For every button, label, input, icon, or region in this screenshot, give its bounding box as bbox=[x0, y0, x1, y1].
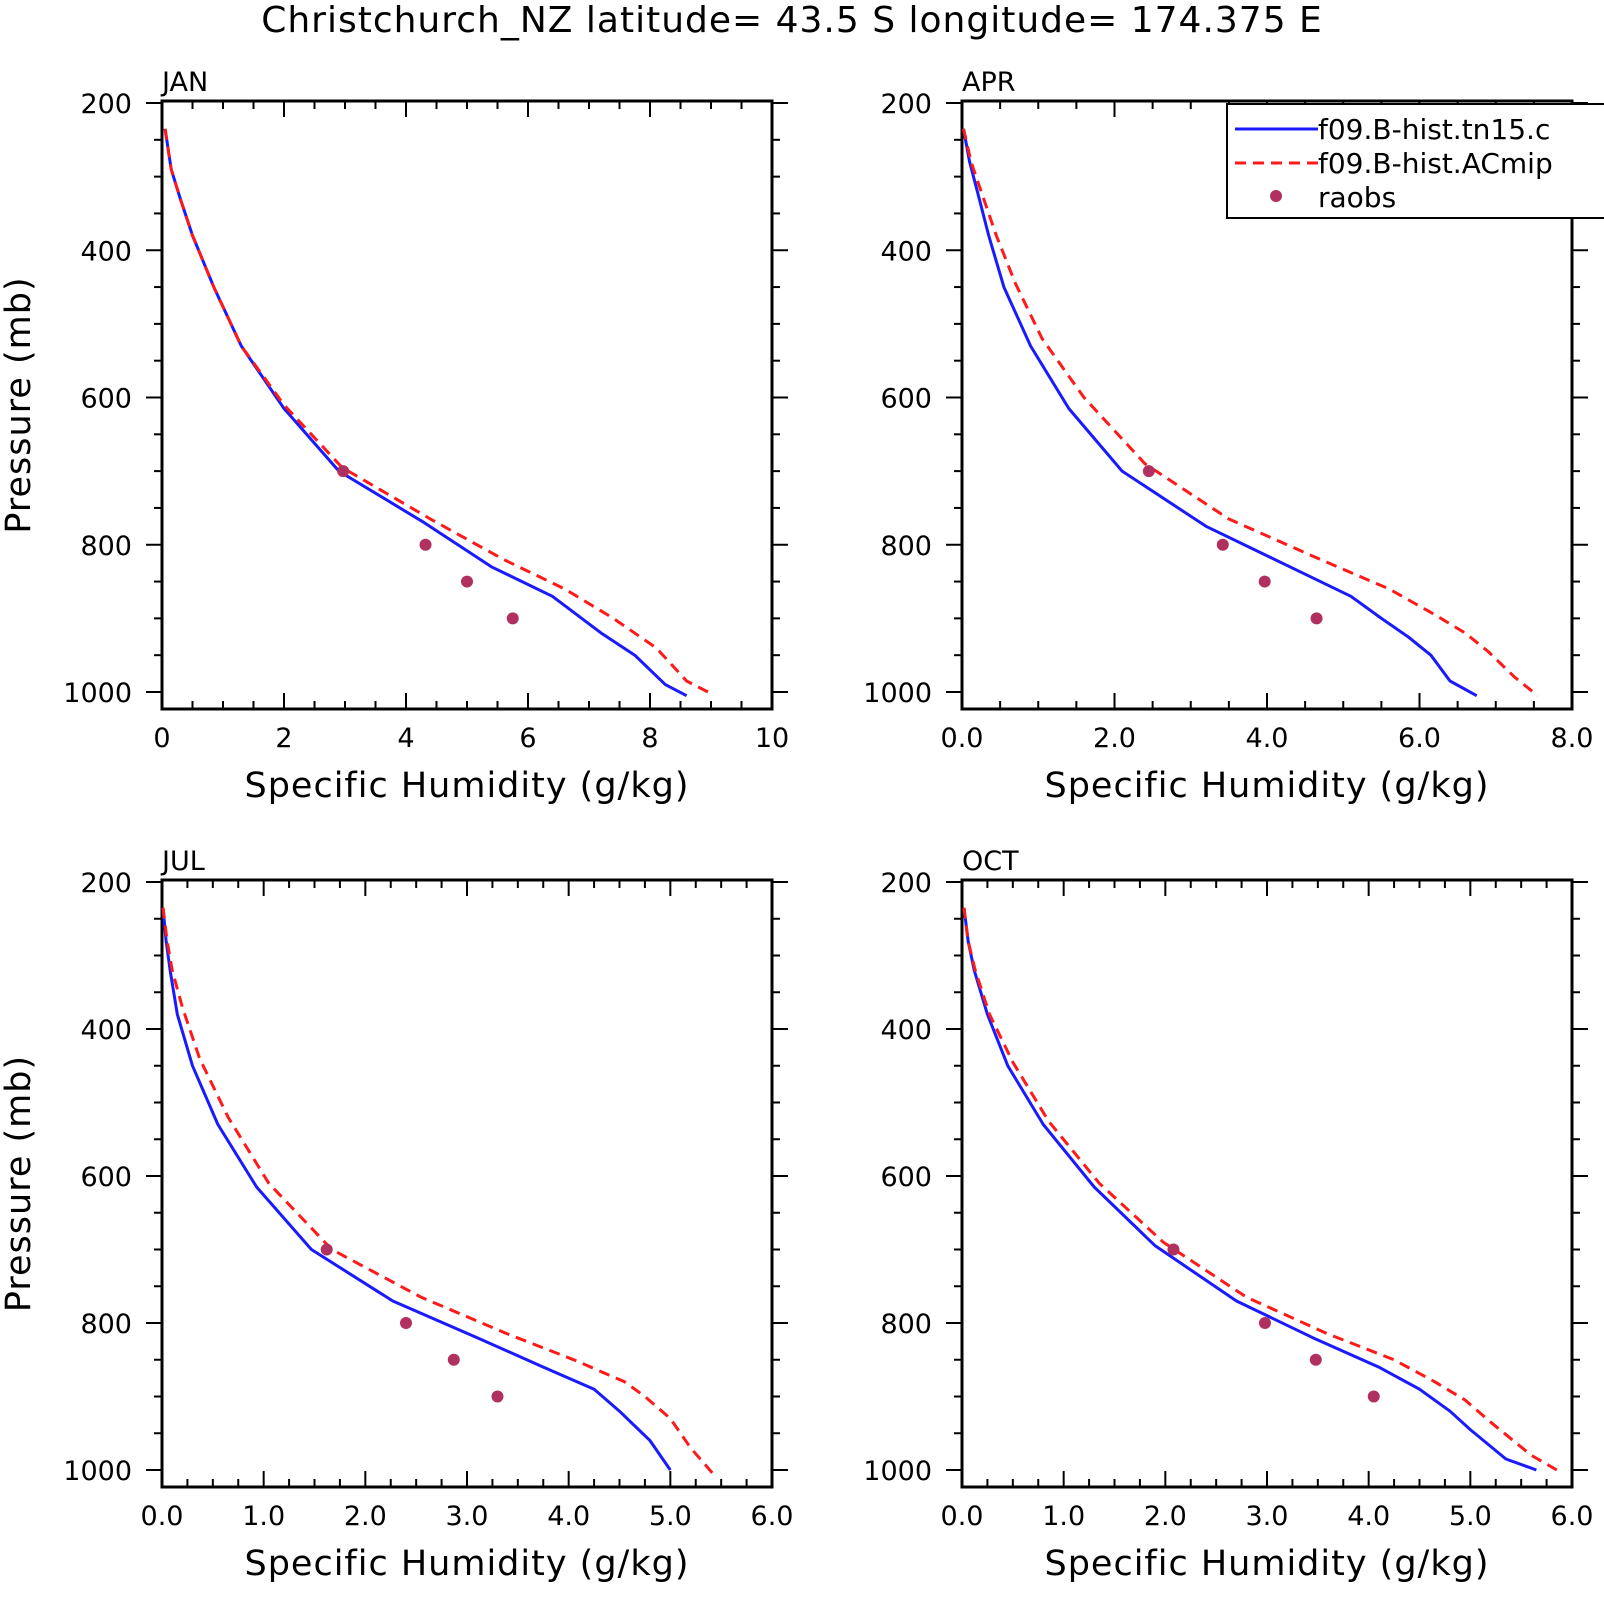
obs-point bbox=[419, 538, 432, 551]
x-tick-label: 4 bbox=[397, 723, 414, 754]
y-tick-label: 200 bbox=[880, 868, 932, 899]
obs-point bbox=[461, 575, 473, 588]
x-tick-label: 0 bbox=[153, 723, 170, 754]
x-axis-title: Specific Humidity (g/kg) bbox=[245, 766, 690, 806]
y-axis-title: Pressure (mb) bbox=[0, 276, 39, 533]
y-tick-label: 400 bbox=[80, 236, 132, 267]
panel-label-jul: JUL bbox=[160, 846, 205, 877]
legend-label-model2: f09.B-hist.ACmip bbox=[1318, 147, 1553, 180]
series-line-model1 bbox=[161, 907, 672, 1471]
y-tick-label: 1000 bbox=[863, 678, 932, 709]
x-axis-title: Specific Humidity (g/kg) bbox=[245, 1544, 690, 1584]
x-tick-label: 6.0 bbox=[1398, 723, 1441, 754]
x-tick-label: 6 bbox=[519, 723, 536, 754]
obs-point bbox=[1142, 465, 1155, 478]
x-tick-label: 2.0 bbox=[1093, 723, 1136, 754]
x-tick-label: 0.0 bbox=[941, 723, 984, 754]
panel-jul: JUL 0.0 1.0 2.0 3.0 4.0 5.0 6.0 200 400 600 800 1000… bbox=[0, 846, 793, 1584]
x-tick-label: 4.0 bbox=[1347, 1501, 1390, 1532]
y-tick-label: 1000 bbox=[63, 1456, 132, 1487]
legend-label-model1: f09.B-hist.tn15.c bbox=[1318, 113, 1550, 146]
obs-point bbox=[1310, 612, 1323, 625]
y-axis-title: Pressure (mb) bbox=[0, 1055, 39, 1312]
panel-label-apr: APR bbox=[962, 67, 1016, 98]
obs-point bbox=[1367, 1390, 1380, 1403]
y-tick-label: 1000 bbox=[63, 678, 132, 709]
x-tick-label: 4.0 bbox=[1246, 723, 1289, 754]
x-tick-label: 6.0 bbox=[751, 1501, 794, 1532]
plot-frame-jan bbox=[160, 99, 774, 711]
x-tick-label: 3.0 bbox=[1246, 1501, 1289, 1532]
x-tick-label: 2.0 bbox=[344, 1501, 387, 1532]
series-line-model2 bbox=[163, 128, 709, 694]
x-tick-label: 0.0 bbox=[141, 1501, 184, 1532]
y-tick-label: 200 bbox=[80, 868, 132, 899]
x-tick-label: 8.0 bbox=[1551, 723, 1594, 754]
series-line-model1 bbox=[962, 907, 1537, 1472]
x-tick-label: 6.0 bbox=[1551, 1501, 1594, 1532]
x-tick-label: 3.0 bbox=[446, 1501, 489, 1532]
x-axis-title: Specific Humidity (g/kg) bbox=[1045, 1544, 1490, 1584]
panel-label-oct: OCT bbox=[962, 846, 1019, 877]
plot-frame-oct bbox=[960, 878, 1574, 1489]
y-tick-label: 600 bbox=[880, 1162, 932, 1193]
y-tick-label: 200 bbox=[880, 89, 932, 120]
series-line-model1 bbox=[962, 128, 1478, 698]
obs-point bbox=[320, 1243, 333, 1256]
y-tick-label: 600 bbox=[80, 384, 132, 415]
x-tick-label: 2.0 bbox=[1144, 1501, 1187, 1532]
x-tick-label: 1.0 bbox=[1042, 1501, 1085, 1532]
y-tick-label: 800 bbox=[80, 1309, 132, 1340]
legend-swatch-dot bbox=[1270, 190, 1282, 202]
series-line-model1 bbox=[163, 128, 688, 698]
panel-oct: OCT 0.0 1.0 2.0 3.0 4.0 5.0 6.0 200 400 600 800 1000… bbox=[863, 846, 1593, 1584]
panel-jan: JAN 0 2 4 6 8 10 200 400 600 800 1000 Specific Humid… bbox=[0, 67, 789, 806]
obs-point bbox=[1258, 1317, 1271, 1329]
x-tick-label: 1.0 bbox=[242, 1501, 285, 1532]
legend: f09.B-hist.tn15.c f09.B-hist.ACmip raobs bbox=[1226, 103, 1604, 219]
legend-label-obs: raobs bbox=[1318, 181, 1396, 214]
obs-point bbox=[1216, 538, 1229, 551]
y-tick-label: 400 bbox=[880, 236, 932, 267]
x-axis-title: Specific Humidity (g/kg) bbox=[1045, 766, 1490, 806]
obs-point bbox=[1309, 1353, 1322, 1366]
obs-point bbox=[447, 1353, 460, 1366]
y-tick-label: 800 bbox=[80, 531, 132, 562]
x-tick-label: 4.0 bbox=[547, 1501, 590, 1532]
obs-point bbox=[506, 612, 519, 625]
obs-point bbox=[400, 1317, 412, 1329]
y-tick-label: 600 bbox=[80, 1162, 132, 1193]
series-line-model2 bbox=[962, 907, 1558, 1472]
x-tick-label: 5.0 bbox=[1449, 1501, 1492, 1532]
x-tick-label: 2 bbox=[275, 723, 292, 754]
x-tick-label: 5.0 bbox=[649, 1501, 692, 1532]
y-tick-label: 1000 bbox=[863, 1456, 932, 1487]
y-tick-label: 400 bbox=[880, 1015, 932, 1046]
figure-title: Christchurch_NZ latitude= 43.5 S longitu… bbox=[261, 0, 1323, 41]
series-line-model2 bbox=[962, 128, 1539, 697]
panel-label-jan: JAN bbox=[160, 67, 208, 98]
x-tick-label: 10 bbox=[755, 723, 789, 754]
obs-point bbox=[1167, 1243, 1180, 1256]
y-tick-label: 600 bbox=[880, 384, 932, 415]
y-tick-label: 200 bbox=[80, 89, 132, 120]
legend-box bbox=[1226, 103, 1604, 219]
x-tick-label: 0.0 bbox=[941, 1501, 984, 1532]
y-tick-label: 400 bbox=[80, 1015, 132, 1046]
obs-point bbox=[491, 1390, 504, 1403]
x-tick-label: 8 bbox=[641, 723, 658, 754]
obs-point bbox=[1258, 575, 1271, 588]
obs-point bbox=[337, 465, 350, 478]
y-tick-label: 800 bbox=[880, 531, 932, 562]
y-tick-label: 800 bbox=[880, 1309, 932, 1340]
series-line-model2 bbox=[161, 907, 715, 1475]
